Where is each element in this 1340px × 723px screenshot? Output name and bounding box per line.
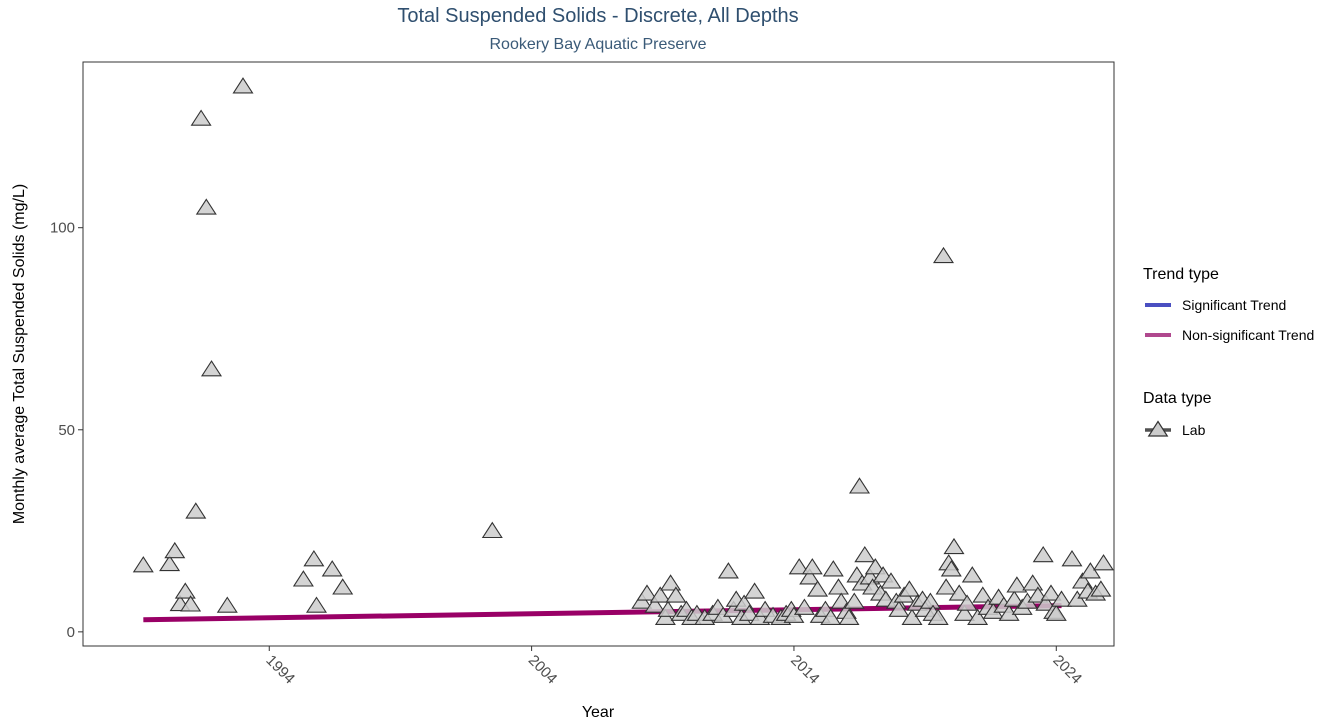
data-point xyxy=(1003,590,1025,607)
data-point xyxy=(744,582,766,599)
data-point xyxy=(948,584,970,601)
data-point xyxy=(1006,576,1028,593)
x-tick-label: 2004 xyxy=(525,652,561,688)
data-point xyxy=(919,592,941,609)
data-point xyxy=(1066,590,1088,607)
data-point xyxy=(932,246,955,264)
data-point xyxy=(888,600,910,617)
data-point xyxy=(1032,545,1054,563)
data-point xyxy=(788,558,810,575)
data-point xyxy=(972,586,994,603)
data-point xyxy=(961,566,983,583)
data-point xyxy=(132,556,154,573)
data-point xyxy=(657,600,679,617)
plot-panel xyxy=(82,61,1115,647)
data-point xyxy=(164,541,186,559)
data-point xyxy=(321,560,343,577)
data-point xyxy=(190,109,212,126)
data-point xyxy=(820,608,842,625)
data-point xyxy=(827,578,850,595)
data-point xyxy=(232,77,254,94)
legend-label-non-significant: Non-significant Trend xyxy=(1182,327,1314,343)
data-point xyxy=(943,537,965,555)
data-point xyxy=(216,596,238,613)
data-point xyxy=(807,580,829,597)
x-tick-label: 2024 xyxy=(1049,652,1085,688)
legend-label-lab: Lab xyxy=(1182,422,1206,438)
trend-layer xyxy=(143,603,1062,623)
data-point xyxy=(1035,594,1057,611)
data-point xyxy=(1022,574,1044,591)
data-point xyxy=(644,596,666,613)
chart-title: Total Suspended Solids - Discrete, All D… xyxy=(397,5,798,27)
y-tick-label: 0 xyxy=(67,624,75,641)
data-point xyxy=(848,477,871,494)
data-point xyxy=(953,604,976,621)
y-axis-title: Monthly average Total Suspended Solids (… xyxy=(11,184,28,524)
data-point xyxy=(799,568,821,585)
data-point xyxy=(822,560,844,577)
data-point xyxy=(303,549,325,567)
x-axis: 1994 2004 2014 2024 xyxy=(262,646,1085,687)
data-point xyxy=(185,502,207,519)
legend-title-trend: Trend type xyxy=(1143,266,1219,283)
points-layer xyxy=(132,77,1115,625)
data-point xyxy=(654,608,676,625)
data-point xyxy=(864,558,886,575)
data-point xyxy=(636,584,658,601)
data-point xyxy=(901,608,923,625)
data-point xyxy=(1090,580,1112,597)
data-point xyxy=(935,578,957,595)
legend: Trend type Significant Trend Non-signifi… xyxy=(1143,266,1314,438)
data-point xyxy=(180,595,202,612)
data-point xyxy=(838,608,860,625)
trend-line xyxy=(143,603,1062,623)
data-point xyxy=(738,604,760,621)
data-point xyxy=(649,586,671,603)
data-point xyxy=(783,606,805,623)
x-tick-label: 2014 xyxy=(787,652,823,688)
x-axis-title: Year xyxy=(582,704,615,721)
data-point xyxy=(898,580,920,597)
data-point xyxy=(332,578,354,595)
data-point xyxy=(880,572,902,589)
data-point xyxy=(1092,554,1115,571)
legend-label-significant: Significant Trend xyxy=(1182,297,1286,313)
y-axis: 0 50 100 xyxy=(50,220,83,641)
data-point xyxy=(967,608,989,625)
data-point xyxy=(843,592,865,609)
data-point xyxy=(292,570,314,587)
data-point xyxy=(174,582,196,599)
data-point xyxy=(1061,549,1083,567)
data-point xyxy=(200,360,223,377)
data-point xyxy=(159,554,181,572)
data-point xyxy=(1050,590,1073,607)
y-tick-label: 50 xyxy=(58,422,75,439)
data-point xyxy=(956,594,978,611)
data-point xyxy=(1045,604,1067,621)
data-point xyxy=(940,560,962,577)
y-tick-label: 100 xyxy=(50,220,75,237)
data-point xyxy=(854,545,876,563)
data-point xyxy=(195,198,217,215)
data-point xyxy=(1040,584,1062,601)
data-point xyxy=(631,592,653,609)
data-point xyxy=(927,608,949,625)
data-point xyxy=(717,562,739,579)
x-tick-label: 1994 xyxy=(262,652,298,688)
data-point xyxy=(1079,562,1101,579)
legend-key-lab-triangle xyxy=(1147,420,1169,437)
data-point xyxy=(801,558,823,575)
data-point xyxy=(660,574,682,591)
data-point xyxy=(305,596,328,613)
legend-title-data: Data type xyxy=(1143,390,1212,407)
chart-subtitle: Rookery Bay Aquatic Preserve xyxy=(490,36,707,53)
data-point xyxy=(665,586,687,603)
data-point xyxy=(481,521,503,539)
data-point xyxy=(793,598,815,615)
